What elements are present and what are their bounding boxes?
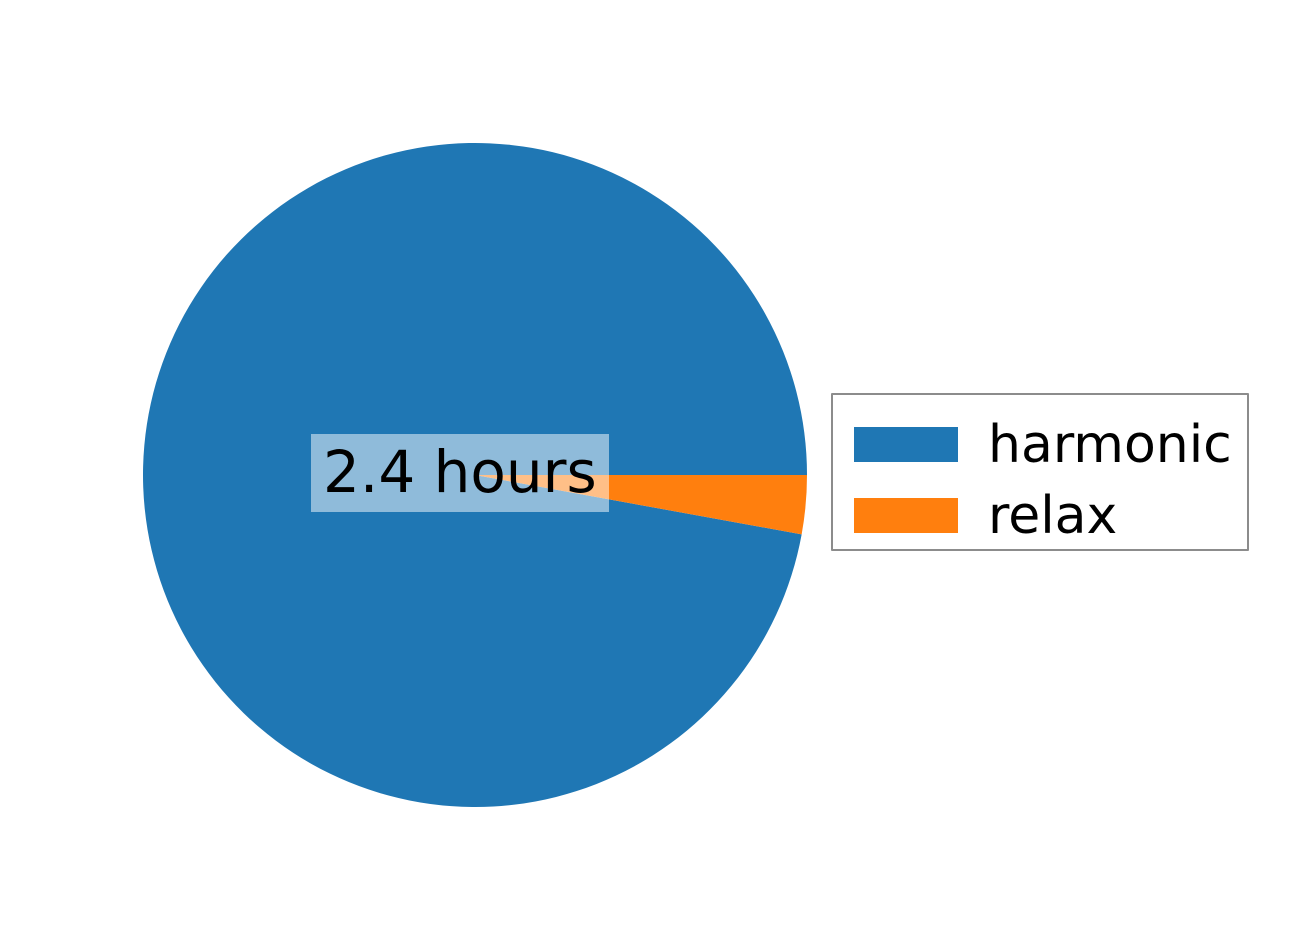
legend-label-relax: relax <box>988 486 1118 546</box>
legend-color-swatch-harmonic <box>854 427 958 462</box>
legend-item-relax[interactable]: relax <box>833 480 1247 552</box>
legend-item-harmonic[interactable]: harmonic <box>833 409 1247 481</box>
legend-color-swatch-relax <box>854 498 958 533</box>
chart-legend: harmonic relax <box>831 393 1249 551</box>
legend-label-harmonic: harmonic <box>988 415 1232 475</box>
pie-slice-label-harmonic: 2.4 hours <box>311 434 609 512</box>
